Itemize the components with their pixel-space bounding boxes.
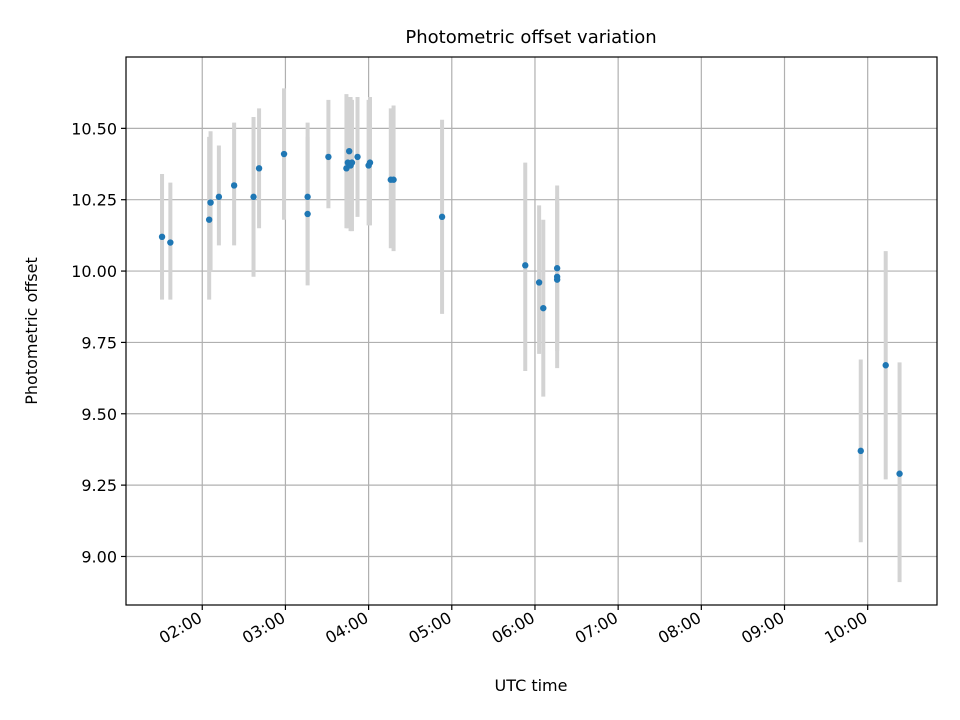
grid: [126, 57, 937, 605]
data-point: [553, 265, 561, 272]
data-point: [304, 210, 311, 218]
y-tick-label: 10.50: [71, 119, 117, 138]
data-point: [354, 153, 361, 161]
data-point: [167, 239, 174, 246]
data-point: [207, 199, 214, 206]
data-point: [553, 276, 561, 283]
data-point: [348, 159, 356, 166]
data-point: [390, 176, 397, 183]
data-point: [345, 147, 353, 155]
data-point: [535, 279, 543, 286]
data-point: [304, 193, 311, 201]
plot-frame: [125, 56, 938, 606]
data-point: [215, 193, 223, 201]
y-tick-label: 9.75: [81, 333, 117, 352]
data-point: [280, 150, 288, 158]
data-point: [230, 182, 238, 189]
data-point: [540, 304, 547, 312]
y-tick-label: 9.00: [81, 547, 117, 566]
data-point: [250, 193, 257, 201]
data-point: [325, 153, 332, 161]
data-point: [882, 362, 889, 369]
data-point: [857, 447, 864, 455]
y-tick-label: 10.00: [71, 262, 117, 281]
chart-title: Photometric offset variation: [405, 27, 656, 48]
x-axis-label: UTC time: [495, 676, 568, 695]
data-point: [522, 262, 529, 269]
y-tick-label: 9.25: [81, 476, 117, 495]
y-axis: 9.00 9.25 9.50 9.75 10.00 10.25 10.50: [71, 119, 126, 566]
data-point: [255, 165, 263, 172]
y-tick-label: 9.50: [81, 405, 117, 424]
y-axis-label: Photometric offset: [22, 257, 41, 405]
data-point: [896, 470, 903, 477]
data-points: [158, 147, 903, 477]
data-point: [366, 159, 374, 166]
data-point: [438, 213, 446, 221]
data-point: [158, 233, 166, 241]
y-tick-label: 10.25: [71, 191, 117, 210]
data-point: [205, 216, 213, 223]
